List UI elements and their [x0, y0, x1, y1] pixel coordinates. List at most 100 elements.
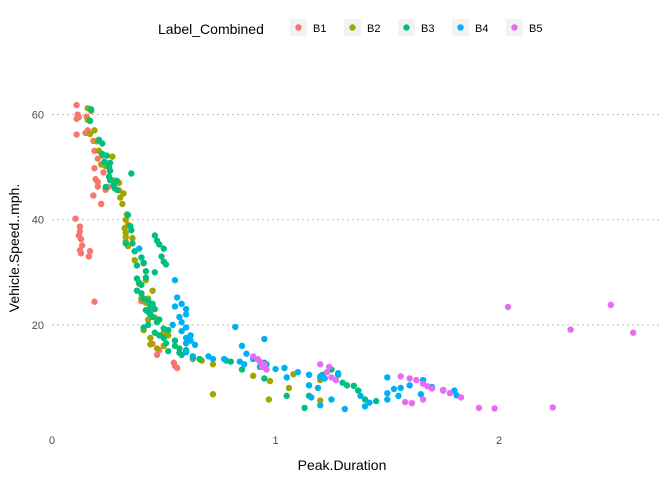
- data-point: [86, 117, 94, 125]
- data-point: [73, 101, 80, 109]
- data-point: [232, 323, 239, 331]
- data-point: [607, 301, 615, 309]
- data-point: [187, 337, 194, 344]
- data-point: [397, 373, 404, 380]
- data-point: [158, 253, 165, 260]
- data-point: [138, 281, 145, 289]
- data-point: [209, 361, 217, 368]
- data-point: [109, 153, 116, 160]
- legend-entry: B5: [506, 19, 542, 36]
- data-point: [182, 348, 190, 356]
- data-point: [283, 392, 290, 400]
- data-point: [413, 376, 420, 384]
- data-point: [73, 131, 80, 138]
- data-point: [491, 405, 498, 412]
- data-point: [171, 303, 179, 310]
- legend-entry: B3: [398, 19, 434, 36]
- data-point: [317, 361, 324, 368]
- data-point: [151, 269, 159, 276]
- y-axis: 20 40 60: [32, 110, 44, 332]
- data-point: [182, 305, 190, 313]
- data-point: [116, 194, 124, 201]
- data-point: [87, 106, 95, 113]
- x-tick-label: 1: [272, 435, 278, 447]
- data-point: [196, 355, 203, 363]
- data-point: [317, 402, 324, 409]
- data-point: [384, 374, 391, 381]
- data-point: [390, 385, 398, 393]
- legend-label: B3: [421, 23, 434, 35]
- data-point: [238, 366, 246, 373]
- data-point: [140, 259, 147, 267]
- data-point: [439, 387, 447, 394]
- data-point: [305, 382, 313, 389]
- data-point: [138, 290, 145, 297]
- series-B2: [84, 105, 324, 404]
- data-point: [285, 384, 293, 392]
- data-point: [124, 211, 132, 219]
- data-point: [138, 254, 145, 261]
- data-point: [122, 240, 129, 247]
- data-point: [72, 215, 79, 222]
- data-point: [173, 364, 181, 372]
- y-tick-label: 40: [32, 215, 44, 227]
- data-point: [178, 300, 185, 308]
- data-point: [91, 127, 98, 134]
- data-point: [162, 261, 170, 268]
- data-point: [160, 245, 167, 252]
- data-point: [178, 327, 185, 335]
- data-point: [106, 167, 114, 175]
- data-point: [366, 399, 373, 406]
- data-point: [209, 355, 217, 363]
- data-point: [153, 351, 161, 359]
- data-point: [261, 375, 268, 382]
- data-point: [142, 274, 150, 281]
- data-point: [261, 335, 268, 343]
- data-point: [272, 365, 279, 373]
- data-point: [77, 235, 85, 243]
- data-point: [220, 355, 228, 363]
- legend-entry: B1: [290, 19, 326, 36]
- data-point: [149, 313, 156, 321]
- data-point: [361, 403, 369, 410]
- data-point: [153, 319, 161, 326]
- data-point: [189, 354, 197, 361]
- data-point: [417, 391, 425, 398]
- data-point: [122, 233, 129, 241]
- data-point: [283, 374, 290, 381]
- data-point: [144, 297, 152, 304]
- data-point: [86, 248, 94, 255]
- data-point: [129, 240, 136, 247]
- legend-swatch: [457, 24, 464, 31]
- data-point: [91, 298, 98, 305]
- y-tick-label: 20: [32, 320, 44, 332]
- data-point: [182, 324, 190, 331]
- data-point: [408, 399, 416, 407]
- data-point: [361, 396, 369, 403]
- data-point: [341, 405, 349, 413]
- data-point: [106, 177, 114, 184]
- data-point: [294, 368, 302, 376]
- legend-label: B5: [529, 23, 542, 35]
- data-point: [85, 253, 93, 260]
- data-point: [142, 268, 150, 275]
- data-point: [91, 147, 98, 155]
- data-point: [153, 345, 161, 352]
- data-point: [397, 384, 404, 392]
- legend-label: B4: [475, 23, 488, 35]
- legend-entry: B4: [452, 19, 488, 36]
- data-point: [113, 186, 121, 193]
- data-point: [372, 397, 380, 405]
- legend-swatch: [349, 24, 356, 31]
- data-point: [191, 341, 199, 349]
- data-point: [76, 223, 84, 230]
- data-point: [129, 234, 136, 242]
- x-tick-label: 2: [496, 435, 502, 447]
- data-point: [91, 164, 98, 172]
- data-point: [77, 250, 85, 257]
- data-point: [99, 140, 106, 147]
- series-B4: [135, 245, 460, 413]
- x-axis-title: Peak.Duration: [298, 457, 387, 473]
- data-point: [169, 321, 176, 329]
